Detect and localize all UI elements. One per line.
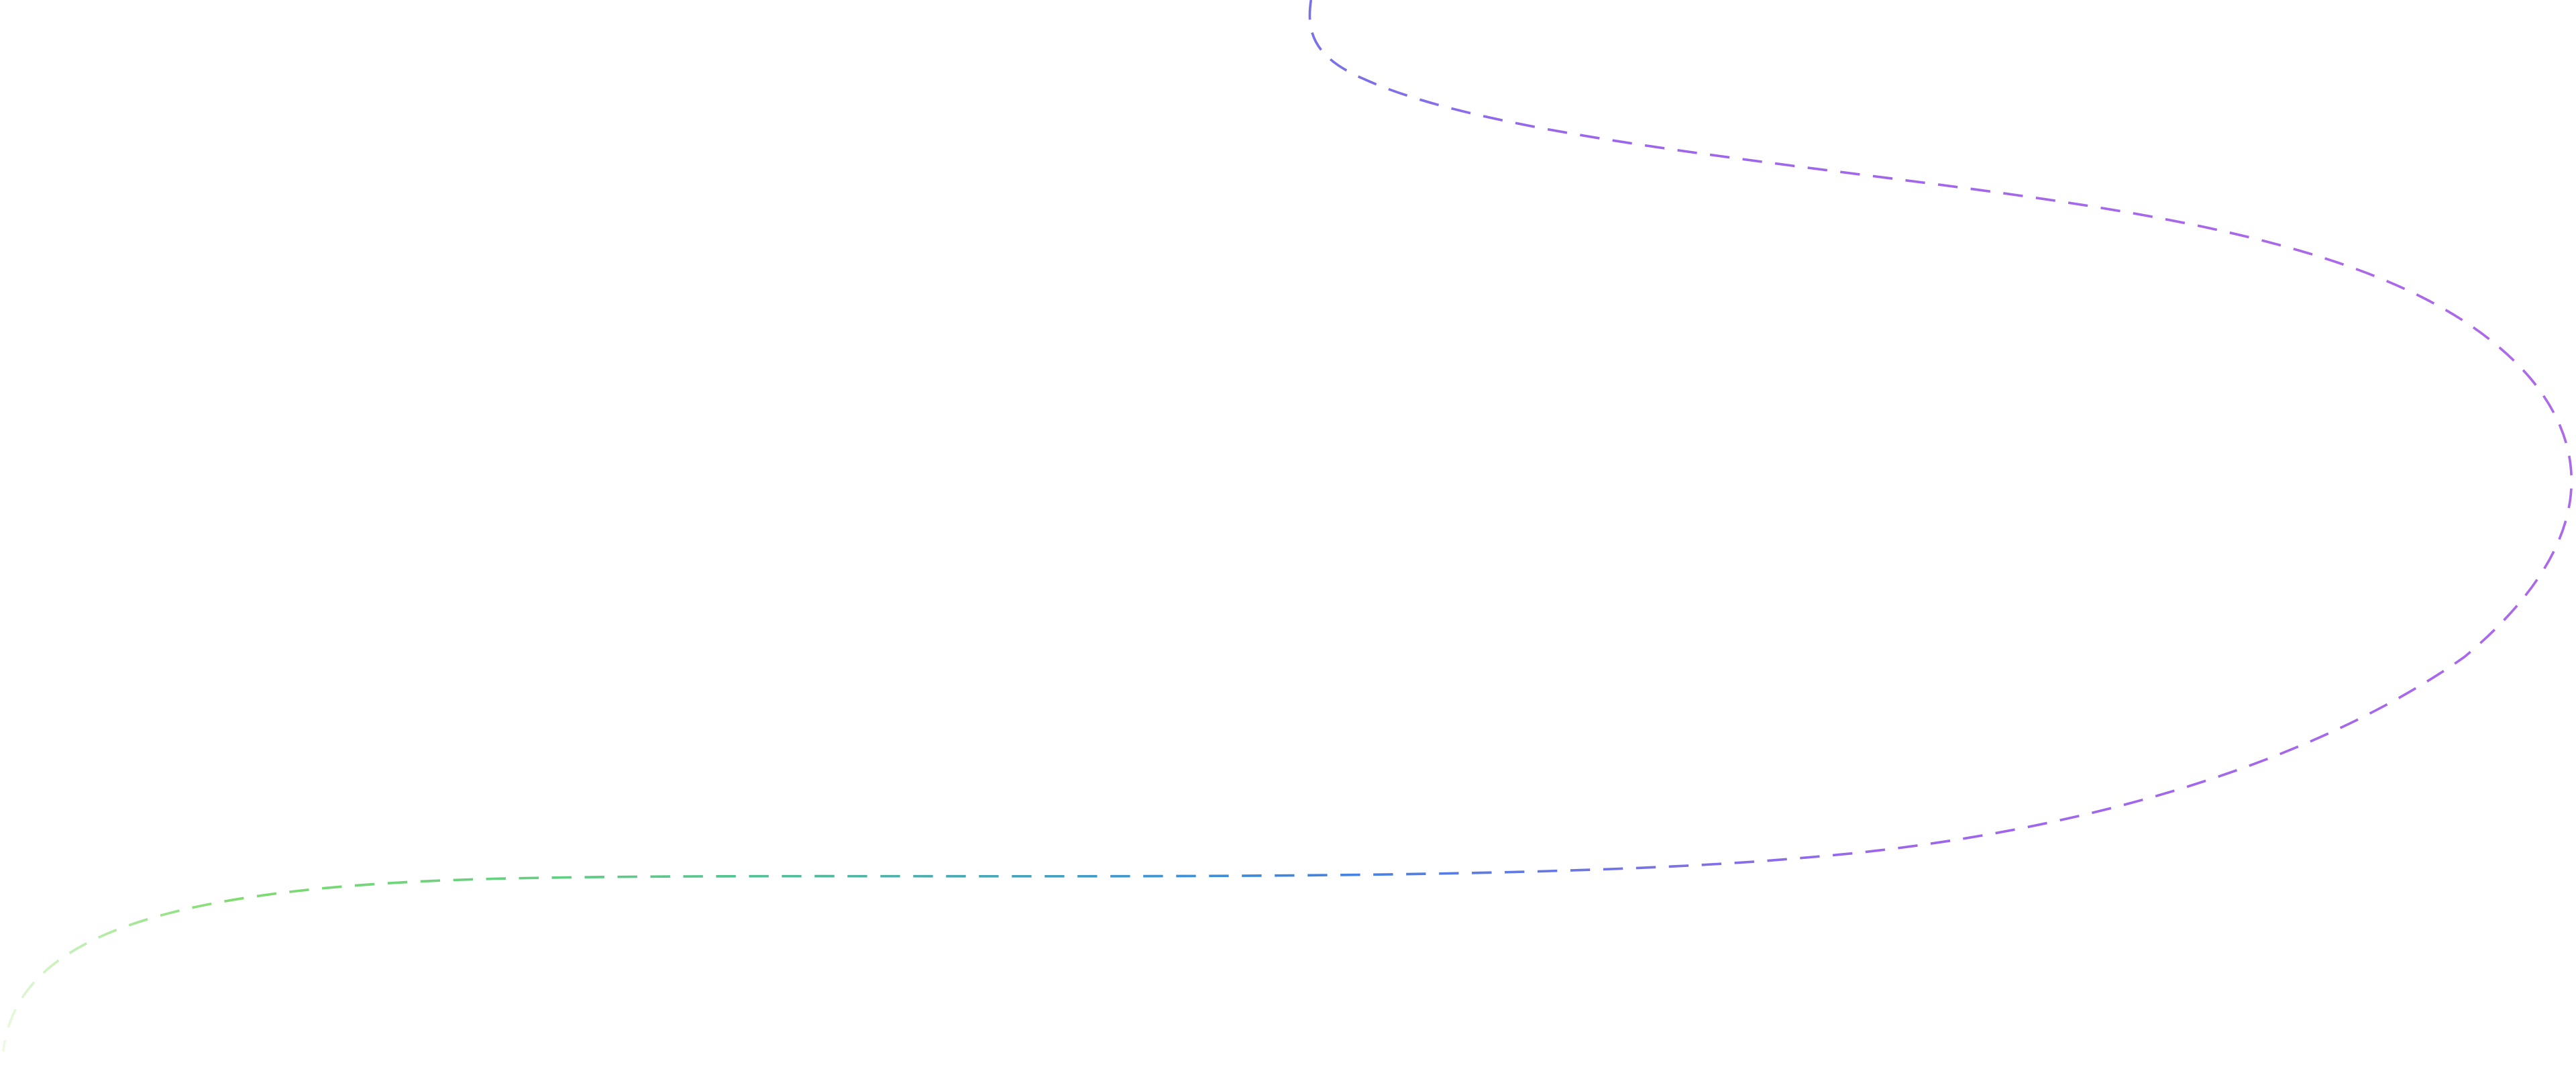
dashed-curve (2, 0, 2573, 1052)
canvas (2, 0, 2573, 1052)
page-body: (() => { const data = JSON.parse(documen… (2, 0, 2573, 1052)
page: Decorative curve {} html, body { margin:… (2, 0, 2573, 1052)
